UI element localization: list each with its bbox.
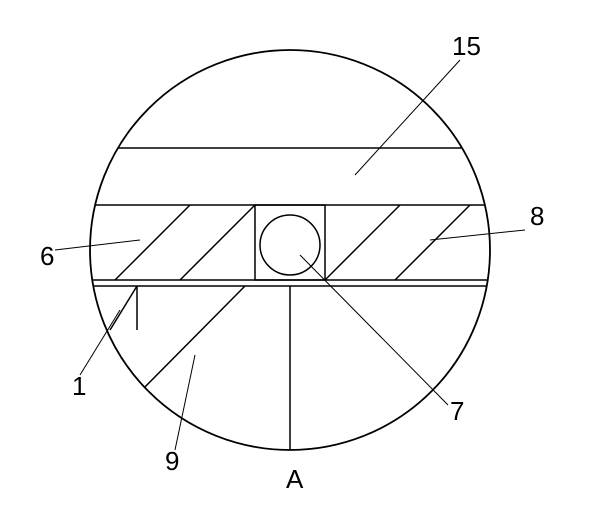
label-c6: 6 [40,241,54,271]
label-c7: 7 [450,396,464,426]
label-c15: 15 [452,31,481,61]
label-c8: 8 [530,201,544,231]
label-c1: 1 [72,371,86,401]
label-cA: A [286,464,304,494]
label-c9: 9 [165,446,179,476]
